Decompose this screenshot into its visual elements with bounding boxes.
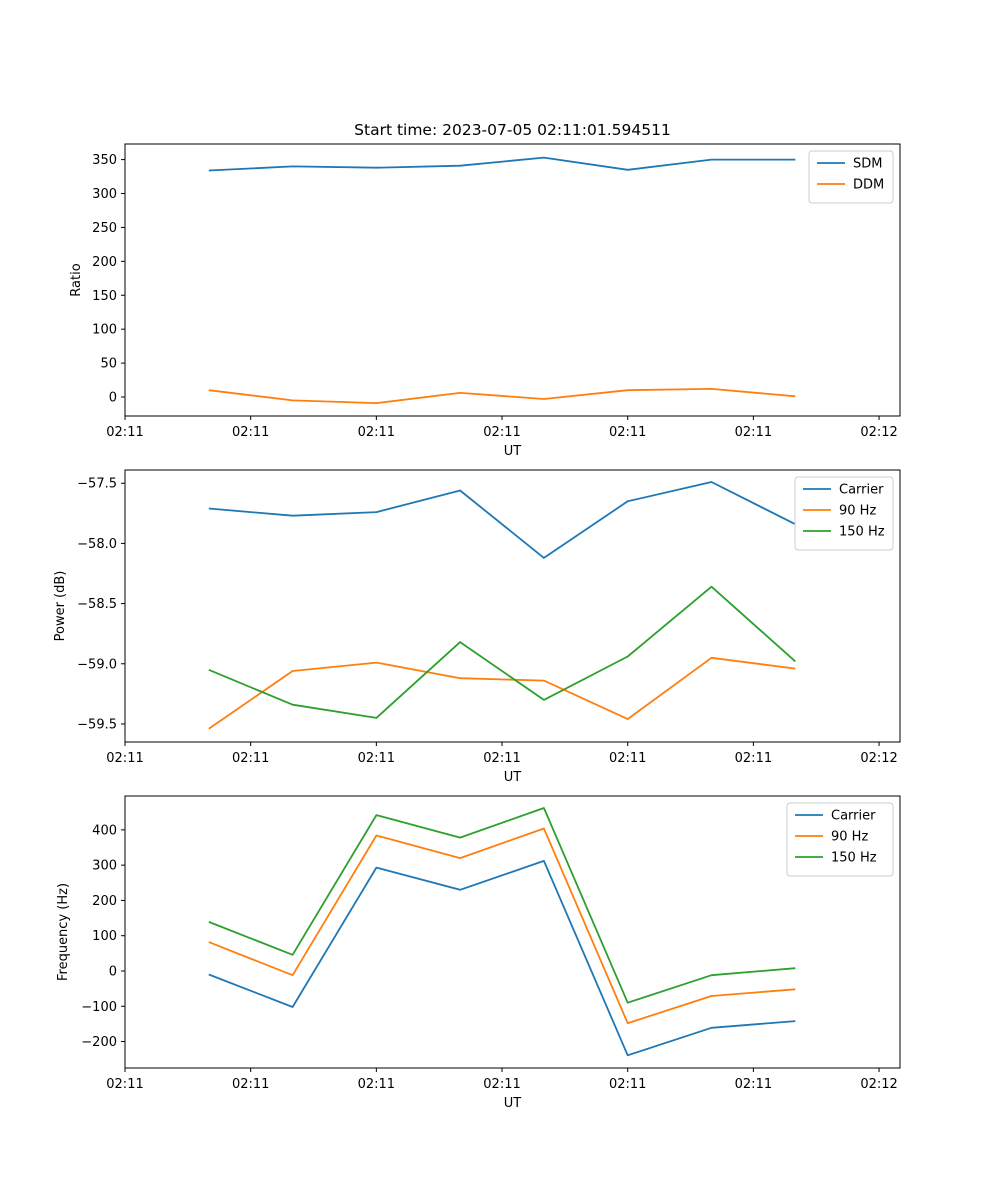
- subplots: 02:11 02:11 02:11 02:11 02:11 02:11 02:12 0 50 10…: [53, 143, 901, 1111]
- y-tick-label: 50: [100, 357, 117, 372]
- legend-label: Carrier: [839, 483, 884, 498]
- y-tick-label: 350: [92, 153, 117, 168]
- axes-frame: [124, 795, 901, 1069]
- x-axis-label: UT: [504, 444, 522, 459]
- subplot-3: 02:11 02:11 02:11 02:11 02:11 02:11 02:12 −200 −…: [56, 795, 901, 1111]
- legend-label: SDM: [853, 157, 882, 172]
- x-tick-label: 02:12: [860, 751, 897, 766]
- x-tick-label: 02:11: [106, 1077, 143, 1092]
- x-tick-label: 02:11: [358, 1077, 395, 1092]
- x-tick-label: 02:11: [483, 1077, 520, 1092]
- x-tick-label: 02:11: [609, 1077, 646, 1092]
- y-axis-label: Power (dB): [53, 571, 68, 642]
- x-tick-label: 02:11: [735, 1077, 772, 1092]
- y-tick-label: 200: [92, 255, 117, 270]
- x-tick-label: 02:11: [358, 425, 395, 440]
- x-tick-label: 02:12: [860, 425, 897, 440]
- y-tick-label: −59.5: [77, 717, 117, 732]
- y-tick-label: −200: [81, 1035, 117, 1050]
- axes-frame: [124, 143, 901, 417]
- x-tick-label: 02:11: [483, 751, 520, 766]
- y-tick-label: 100: [92, 323, 117, 338]
- legend-label: Carrier: [831, 809, 876, 824]
- y-tick-label: 300: [92, 859, 117, 874]
- x-tick-label: 02:11: [232, 751, 269, 766]
- x-tick-label: 02:11: [609, 751, 646, 766]
- x-tick-label: 02:11: [735, 425, 772, 440]
- series-line-carrier: [208, 481, 796, 559]
- legend-label: 150 Hz: [831, 851, 877, 866]
- y-tick-label: 200: [92, 894, 117, 909]
- legend: SDM DDM: [808, 150, 894, 204]
- y-tick-label: 100: [92, 929, 117, 944]
- y-tick-label: 250: [92, 221, 117, 236]
- x-tick-label: 02:11: [609, 425, 646, 440]
- x-tick-label: 02:11: [106, 425, 143, 440]
- series-line-150-hz: [208, 807, 796, 1004]
- legend-label: 90 Hz: [839, 504, 876, 519]
- x-tick-label: 02:12: [860, 1077, 897, 1092]
- subplot-2: 02:11 02:11 02:11 02:11 02:11 02:11 02:12 −59.5…: [53, 469, 901, 785]
- y-tick-label: −59.0: [77, 657, 117, 672]
- series-line-150-hz: [208, 585, 796, 719]
- y-tick-label: 150: [92, 289, 117, 304]
- y-tick-label: −58.5: [77, 597, 117, 612]
- y-tick-label: 400: [92, 823, 117, 838]
- chart-title: Start time: 2023-07-05 02:11:01.594511: [354, 121, 671, 139]
- x-tick-label: 02:11: [106, 751, 143, 766]
- legend-box: [808, 150, 894, 204]
- y-tick-label: 0: [109, 964, 117, 979]
- x-tick-label: 02:11: [232, 425, 269, 440]
- y-axis-label: Ratio: [69, 263, 84, 296]
- x-axis-label: UT: [504, 770, 522, 785]
- y-tick-label: 300: [92, 187, 117, 202]
- axes-frame: [124, 469, 901, 743]
- x-tick-label: 02:11: [483, 425, 520, 440]
- y-axis-label: Frequency (Hz): [56, 883, 71, 981]
- y-tick-label: −100: [81, 1000, 117, 1015]
- y-tick-label: −57.5: [77, 477, 117, 492]
- legend-label: 150 Hz: [839, 525, 885, 540]
- x-tick-label: 02:11: [232, 1077, 269, 1092]
- series-line-carrier: [208, 860, 796, 1057]
- legend: Carrier 90 Hz 150 Hz: [786, 802, 894, 877]
- subplot-1: 02:11 02:11 02:11 02:11 02:11 02:11 02:12 0 50 10…: [69, 143, 901, 459]
- y-tick-label: −58.0: [77, 537, 117, 552]
- legend: Carrier 90 Hz 150 Hz: [794, 476, 894, 551]
- x-axis-label: UT: [504, 1096, 522, 1111]
- series-line-90-hz: [208, 827, 796, 1025]
- legend-label: DDM: [853, 178, 884, 193]
- x-tick-label: 02:11: [735, 751, 772, 766]
- y-tick-label: 0: [109, 391, 117, 406]
- series-line-90-hz: [208, 656, 796, 730]
- series-line-ddm: [208, 387, 796, 405]
- legend-label: 90 Hz: [831, 830, 868, 845]
- series-line-sdm: [208, 156, 796, 172]
- x-tick-label: 02:11: [358, 751, 395, 766]
